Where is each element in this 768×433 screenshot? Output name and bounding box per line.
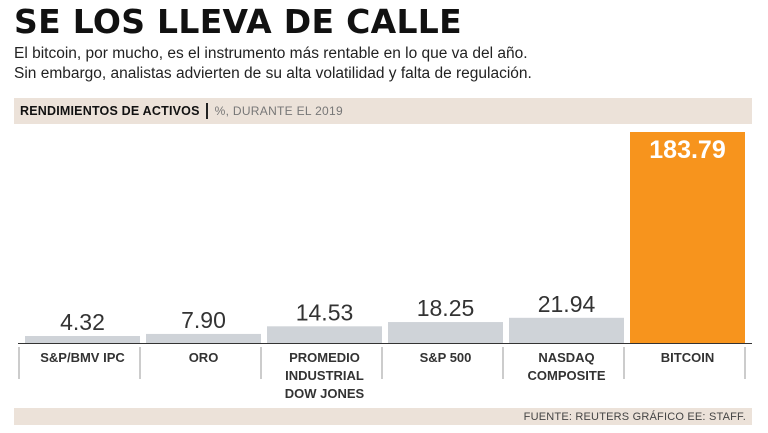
source-footer: FUENTE: REUTERS GRÁFICO EE: STAFF. [14, 408, 752, 425]
chart-subtitle: El bitcoin, por mucho, es el instrumento… [14, 44, 754, 84]
subtitle-line-1: El bitcoin, por mucho, es el instrumento… [14, 45, 528, 62]
value-label-0: 4.32 [60, 309, 105, 335]
value-label-2: 14.53 [296, 299, 354, 325]
bar-4 [509, 317, 624, 343]
category-label-4-0: NASDAQ [538, 350, 594, 365]
unit-label: %, DURANTE EL 2019 [214, 104, 343, 118]
category-label-2-2: DOW JONES [285, 386, 365, 401]
bar-1 [146, 333, 261, 343]
category-label-2-0: PROMEDIO [289, 350, 360, 365]
category-label-2-1: INDUSTRIAL [285, 368, 364, 383]
value-label-3: 18.25 [417, 295, 475, 321]
section-label: RENDIMIENTOS DE ACTIVOS [20, 104, 200, 118]
category-label-0-0: S&P/BMV IPC [40, 350, 125, 365]
bar-5 [630, 132, 745, 343]
bar-chart: 4.32 S&P/BMV IPC 7.90 ORO 14.53 PROMEDIO INDUS… [18, 132, 752, 401]
source-note: FUENTE: REUTERS GRÁFICO EE: STAFF. [523, 410, 746, 423]
category-label-5-0: BITCOIN [661, 350, 714, 365]
bar-0 [25, 336, 140, 343]
section-divider [205, 103, 208, 119]
category-label-1-0: ORO [189, 350, 219, 365]
category-label-3-0: S&P 500 [420, 350, 472, 365]
bar-3 [388, 322, 503, 343]
value-label-4: 21.94 [538, 291, 596, 317]
chart-title: SE LOS LLEVA DE CALLE [14, 2, 462, 41]
subtitle-line-2: Sin embargo, analistas advierten de su a… [14, 65, 532, 82]
section-header-band: RENDIMIENTOS DE ACTIVOS %, DURANTE EL 20… [14, 98, 752, 124]
value-label-1: 7.90 [181, 307, 226, 333]
value-label-5: 183.79 [649, 136, 725, 164]
bar-2 [267, 326, 382, 343]
category-label-4-1: COMPOSITE [527, 368, 605, 383]
